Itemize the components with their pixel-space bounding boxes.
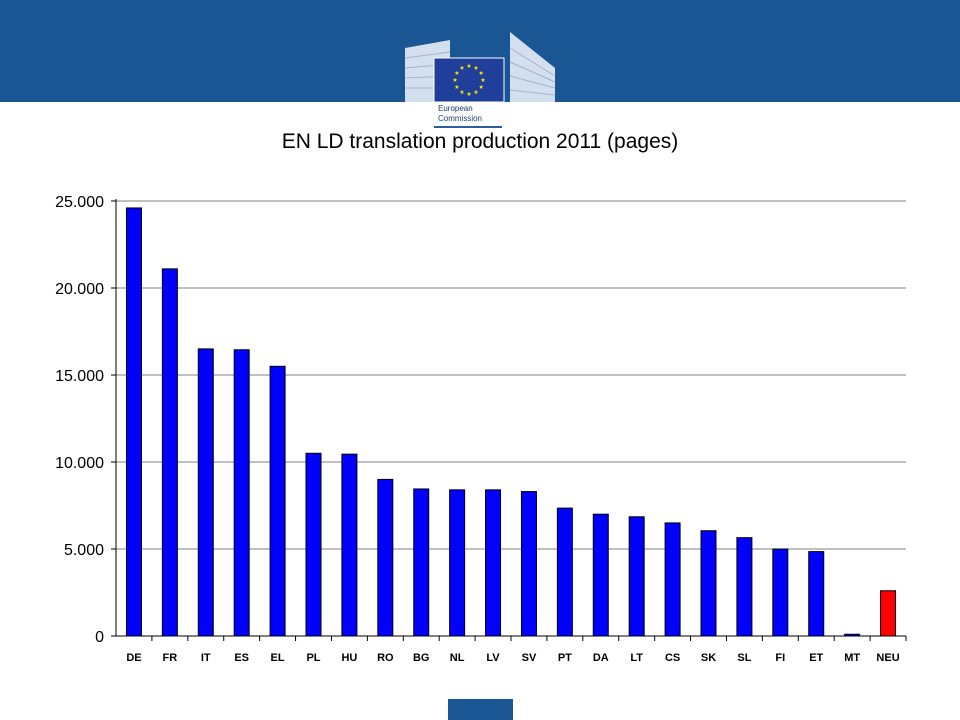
y-tick-label: 10.000 xyxy=(55,455,104,472)
eu-star-icon xyxy=(473,65,479,70)
x-tick-label: FR xyxy=(163,652,178,664)
x-tick-label: NL xyxy=(450,652,465,664)
x-tick-label: MT xyxy=(844,652,860,664)
eu-star-icon xyxy=(478,70,484,75)
eu-star-icon xyxy=(466,91,472,96)
x-tick-label: SV xyxy=(522,652,537,664)
european-commission-logo xyxy=(404,32,556,103)
bar-pl xyxy=(305,452,322,637)
x-tick-label: HU xyxy=(341,652,357,664)
x-tick-label: DA xyxy=(593,652,609,664)
x-tick-label: IT xyxy=(201,652,211,664)
eu-star-icon xyxy=(454,84,460,89)
x-tick-label: LT xyxy=(630,652,643,664)
x-tick-label: SL xyxy=(737,652,751,664)
x-tick-label: ET xyxy=(809,652,823,664)
x-tick-label: SK xyxy=(701,652,716,664)
bar-fi xyxy=(772,548,789,637)
logo-line-1: European xyxy=(438,104,473,113)
bar-nl xyxy=(449,489,466,637)
x-tick-label: NEU xyxy=(876,652,899,664)
bar-ro xyxy=(377,478,394,637)
bar-chart: 0 5.000 10.000 15.000 20.000 25.000 DE FR IT ES EL… xyxy=(55,194,907,664)
bar-el xyxy=(269,365,286,637)
bar-et xyxy=(808,551,825,637)
eu-star-icon xyxy=(459,65,465,70)
bar-de xyxy=(125,207,142,637)
bar-pt xyxy=(556,507,573,637)
bar-neu xyxy=(880,590,897,637)
bar-lt xyxy=(628,516,645,637)
y-tick-label: 20.000 xyxy=(55,281,104,298)
bar-sv xyxy=(520,491,537,637)
bar-sl xyxy=(736,537,753,637)
eu-star-icon xyxy=(466,63,472,68)
bar-es xyxy=(233,349,250,637)
bar-hu xyxy=(341,453,358,637)
x-tick-label: FI xyxy=(775,652,785,664)
footer-block xyxy=(448,699,513,720)
bar-da xyxy=(592,513,609,637)
x-tick-label: DE xyxy=(126,652,141,664)
y-tick-label: 25.000 xyxy=(55,194,104,211)
y-tick-label: 15.000 xyxy=(55,368,104,385)
bar-lv xyxy=(485,489,502,637)
eu-star-icon xyxy=(459,89,465,95)
eu-star-icon xyxy=(454,70,460,75)
logo-line-2: Commission xyxy=(438,114,483,123)
x-tick-label: EL xyxy=(271,652,285,664)
y-tick-label: 5.000 xyxy=(64,542,104,559)
x-tick-label: ES xyxy=(234,652,249,664)
x-tick-label: PT xyxy=(558,652,572,664)
x-tick-label: PL xyxy=(306,652,320,664)
bar-cs xyxy=(664,522,681,637)
bar-fr xyxy=(161,268,178,637)
chart-title: EN LD translation production 2011 (pages… xyxy=(281,130,679,153)
x-tick-label: CS xyxy=(665,652,680,664)
x-tick-label: BG xyxy=(413,652,430,664)
bar-it xyxy=(197,348,214,637)
bar-bg xyxy=(413,488,430,637)
bar-sk xyxy=(700,530,717,637)
eu-star-icon xyxy=(478,84,484,89)
eu-star-icon xyxy=(452,77,458,82)
bar-mt xyxy=(844,633,861,637)
logo-underline xyxy=(434,126,502,128)
logo-wordmark: European Commission xyxy=(438,104,482,124)
eu-star-icon xyxy=(473,89,479,95)
x-tick-label: LV xyxy=(486,652,500,664)
y-tick-label: 0 xyxy=(95,629,104,646)
eu-star-icon xyxy=(480,77,486,82)
x-tick-label: RO xyxy=(377,652,394,664)
